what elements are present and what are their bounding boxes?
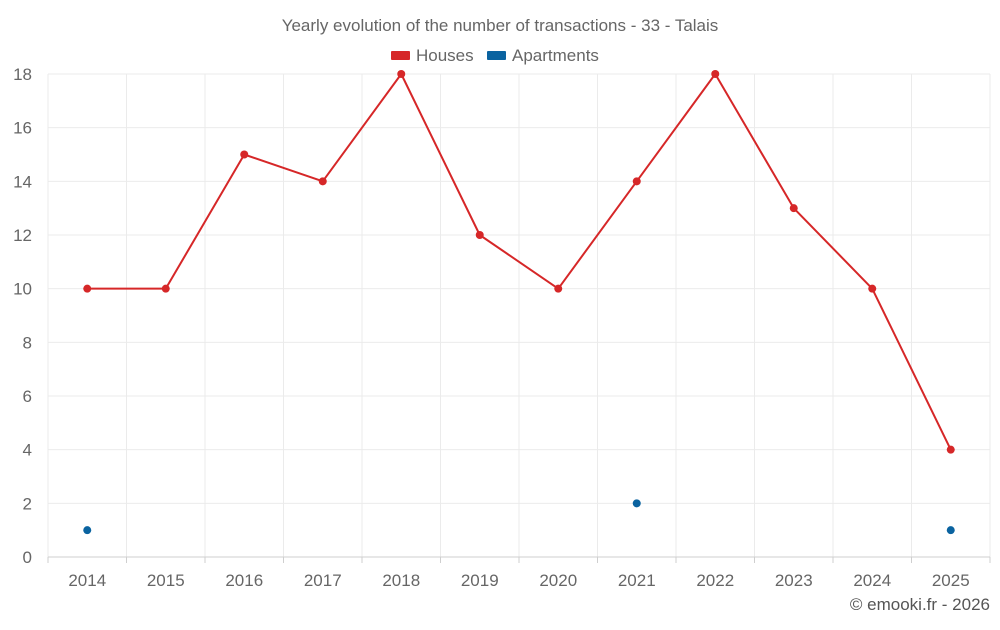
legend-label-houses: Houses: [416, 46, 474, 65]
data-point-houses: [554, 284, 563, 293]
data-point-houses: [475, 231, 484, 239]
data-point-houses: [318, 177, 327, 186]
x-tick-label: 2017: [304, 571, 342, 590]
x-tick-label: 2023: [775, 571, 813, 590]
y-tick-label: 12: [13, 226, 32, 245]
y-tick-label: 8: [23, 333, 32, 352]
x-tick-label: 2018: [382, 571, 420, 590]
axes: 0 2 4 6 8 10 12 14 16 18 2014 2015 2016 2017 2018 2019 2…: [13, 65, 991, 590]
data-point-houses: [868, 284, 877, 293]
data-point-houses: [946, 445, 955, 454]
legend-label-apartments: Apartments: [512, 46, 599, 65]
y-tick-label: 18: [13, 65, 32, 84]
credit-text: © emooki.fr - 2026: [850, 595, 990, 614]
data-point-houses: [789, 204, 798, 213]
x-tick-label: 2019: [461, 571, 499, 590]
chart-title: Yearly evolution of the number of transa…: [282, 16, 719, 35]
x-tick-label: 2016: [225, 571, 263, 590]
legend-swatch-houses: [391, 51, 410, 60]
data-point-apartments: [632, 499, 641, 508]
x-tick-label: 2024: [853, 571, 891, 590]
y-tick-label: 16: [13, 119, 32, 138]
legend-swatch-apartments: [487, 51, 506, 60]
legend: Houses Apartments: [391, 46, 599, 65]
data-point-houses: [240, 150, 249, 159]
y-tick-label: 6: [23, 387, 32, 406]
data-point-apartments: [946, 526, 955, 535]
series-line-houses: [87, 73, 952, 451]
y-tick-label: 10: [13, 280, 32, 299]
data-point-houses: [161, 284, 170, 293]
x-tick-label: 2020: [539, 571, 577, 590]
data-point-houses: [397, 70, 406, 78]
data-point-houses: [711, 70, 720, 78]
y-tick-label: 2: [23, 494, 32, 513]
series-layer: [83, 70, 955, 535]
legend-item-apartments[interactable]: Apartments: [487, 46, 599, 65]
data-point-houses: [632, 177, 641, 186]
data-point-houses: [83, 284, 92, 293]
x-tick-label: 2014: [68, 571, 106, 590]
legend-item-houses[interactable]: Houses: [391, 46, 474, 65]
x-tick-label: 2021: [618, 571, 656, 590]
y-tick-label: 14: [13, 172, 32, 191]
y-tick-label: 0: [23, 548, 32, 567]
x-tick-label: 2025: [932, 571, 970, 590]
data-point-apartments: [83, 526, 92, 535]
x-tick-label: 2015: [147, 571, 185, 590]
grid: [47, 73, 991, 557]
x-tick-label: 2022: [696, 571, 734, 590]
y-tick-label: 4: [23, 441, 32, 460]
